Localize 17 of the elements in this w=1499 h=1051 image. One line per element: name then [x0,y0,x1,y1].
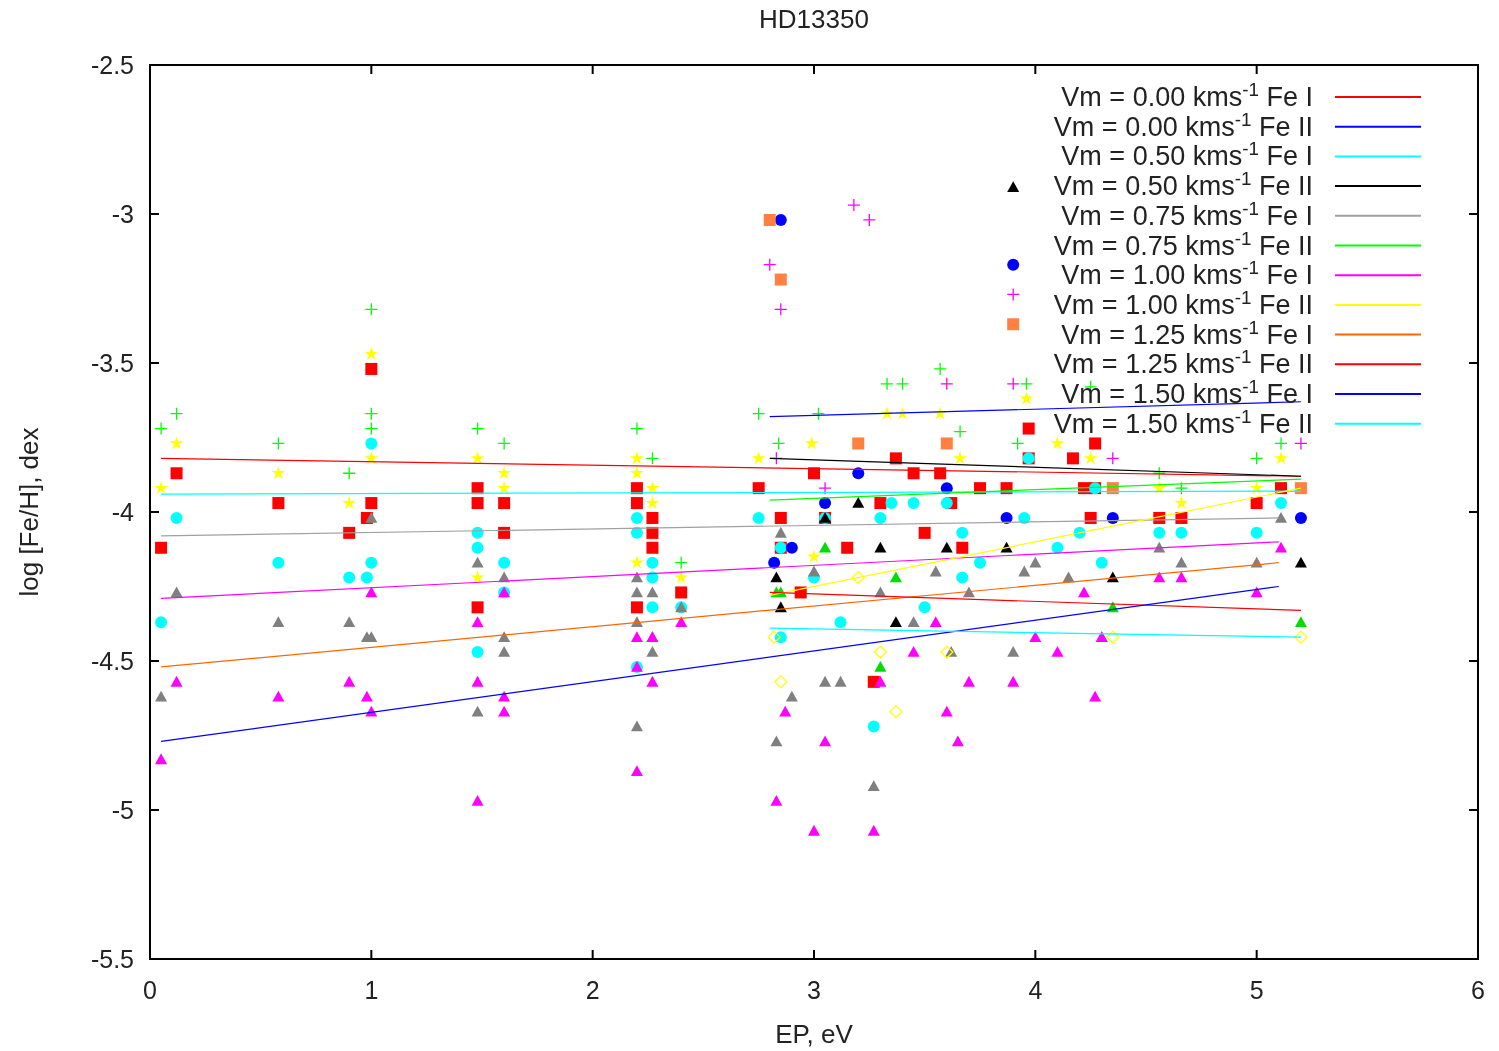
y-tick-label: -4 [111,498,135,526]
x-tick-label: 0 [143,976,157,1004]
y-tick-label: -2.5 [90,51,134,79]
x-tick-label: 4 [1028,976,1043,1004]
x-axis-title: EP, eV [775,1019,854,1049]
x-tick-label: 3 [807,976,821,1004]
chart-title: HD13350 [759,4,869,34]
x-tick-label: 5 [1249,976,1264,1004]
y-tick-label: -3.5 [90,349,134,377]
x-tick-label: 2 [585,976,600,1004]
x-tick-label: 1 [364,976,379,1004]
y-tick-label: -3 [111,200,134,228]
y-axis-title: log [Fe/H], dex [14,427,44,597]
y-tick-label: -5 [111,796,134,824]
x-tick-label: 6 [1471,976,1485,1004]
y-tick-label: -4.5 [90,647,134,675]
y-tick-label: -5.5 [90,945,134,973]
